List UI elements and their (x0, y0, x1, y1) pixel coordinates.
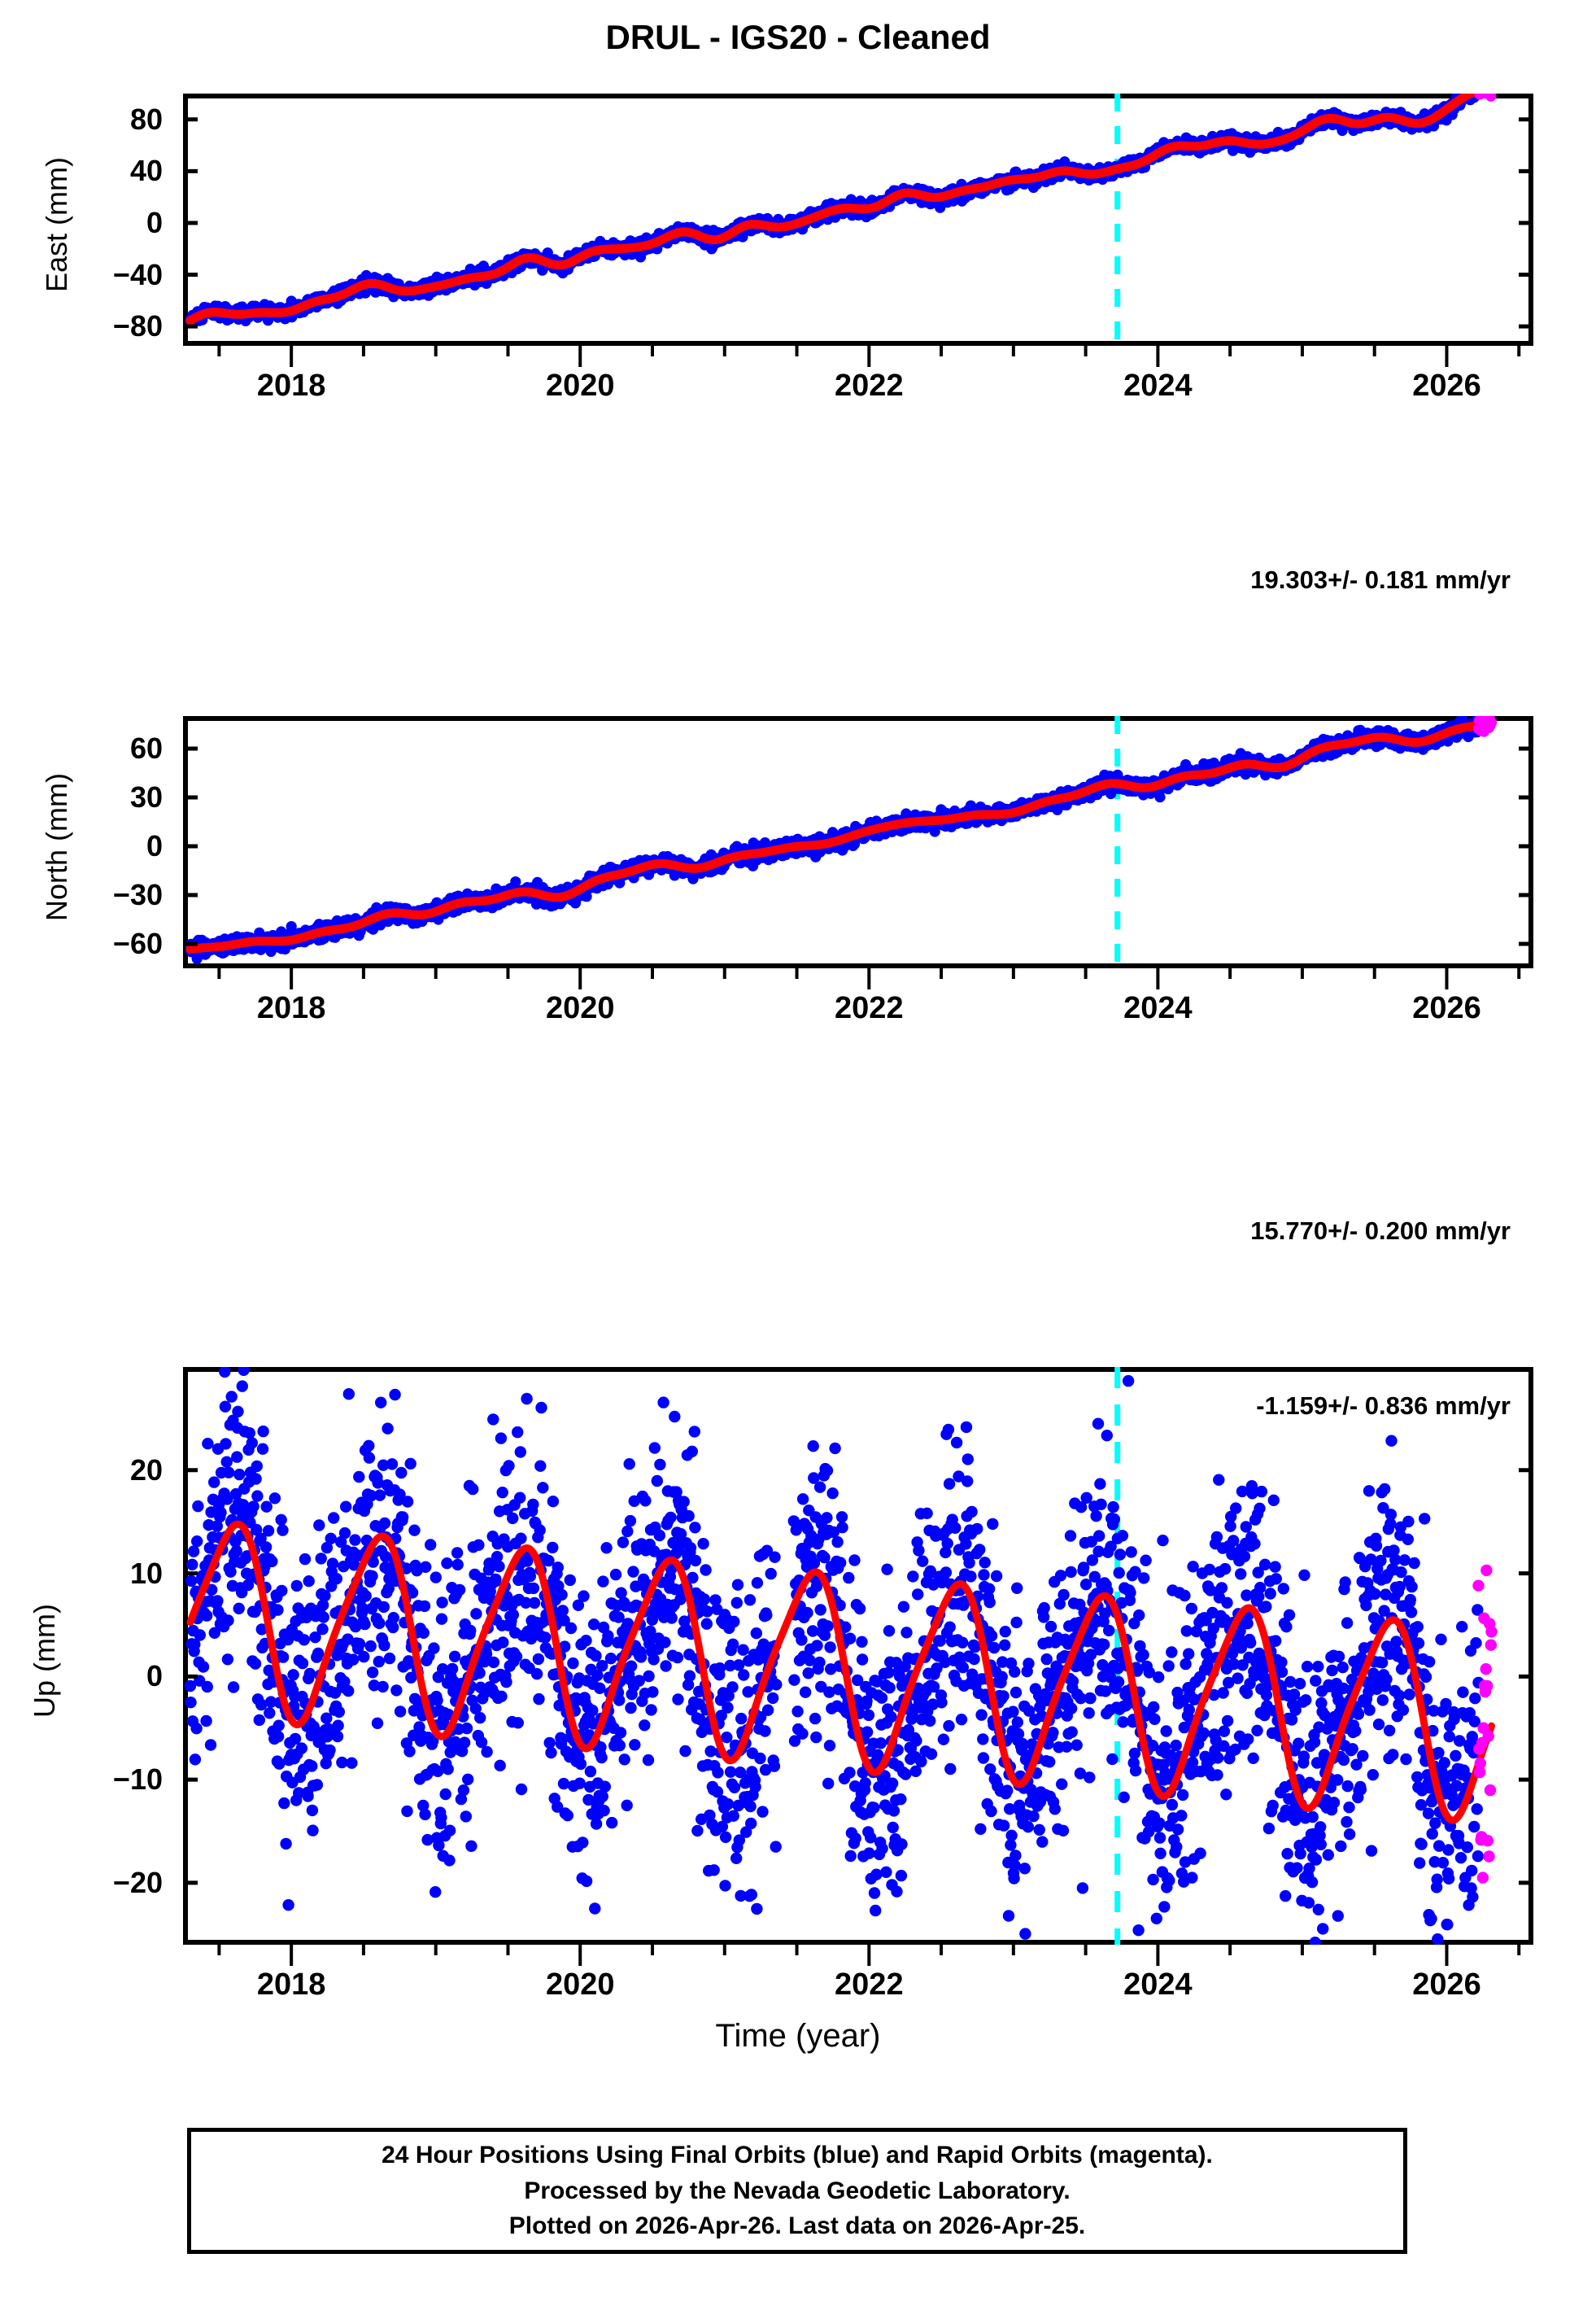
xtick-label: 2020 (546, 991, 615, 1026)
xtick-label: 2026 (1412, 1968, 1481, 2002)
xaxis-tick-marks (0, 346, 1596, 373)
ytick-label: 20 (0, 1453, 163, 1487)
panel-east-rate-annotation: 19.303+/- 0.181 mm/yr (1250, 566, 1511, 595)
xtick-label: 2018 (257, 1968, 326, 2002)
ytick-label: −30 (0, 878, 163, 912)
panel-north (183, 716, 1533, 968)
ytick-label: 0 (0, 1659, 163, 1693)
ytick-label: 10 (0, 1557, 163, 1591)
ytick-label: 40 (0, 154, 163, 188)
ytick-label: 0 (0, 206, 163, 240)
xtick-label: 2024 (1123, 369, 1193, 404)
caption-line-3: Plotted on 2026-Apr-26. Last data on 202… (509, 2208, 1086, 2244)
model-fit-line (190, 723, 1492, 949)
ytick-label: 0 (0, 829, 163, 863)
figure-title: DRUL - IGS20 - Cleaned (0, 18, 1596, 57)
caption-line-1: 24 Hour Positions Using Final Orbits (bl… (382, 2138, 1213, 2173)
caption-box: 24 Hour Positions Using Final Orbits (bl… (187, 2128, 1407, 2254)
ytick-label: 30 (0, 780, 163, 815)
ytick-label: −10 (0, 1762, 163, 1797)
panel-up-plot-area (183, 1367, 1533, 1945)
ytick-label: 60 (0, 732, 163, 766)
ytick-label: −20 (0, 1866, 163, 1900)
panel-up-rate-annotation: -1.159+/- 0.836 mm/yr (1256, 1391, 1511, 1421)
xtick-label: 2018 (257, 369, 326, 404)
xtick-label: 2026 (1412, 369, 1481, 404)
ytick-label: −80 (0, 309, 163, 343)
xaxis-tick-marks (0, 1945, 1596, 1972)
panel-east-plot-area (183, 94, 1533, 346)
panel-north-rate-annotation: 15.770+/- 0.200 mm/yr (1250, 1216, 1511, 1246)
ytick-label: −40 (0, 258, 163, 292)
xtick-label: 2022 (835, 369, 904, 404)
data-points-rapid-orbits (1473, 716, 1497, 737)
xtick-label: 2020 (546, 1968, 615, 2002)
panel-up (183, 1367, 1533, 1945)
xtick-label: 2018 (257, 991, 326, 1026)
xtick-label: 2022 (835, 991, 904, 1026)
panel-north-plot-area (183, 716, 1533, 968)
ytick-label: −60 (0, 927, 163, 961)
caption-line-2: Processed by the Nevada Geodetic Laborat… (524, 2173, 1070, 2209)
ytick-label: 80 (0, 103, 163, 137)
xaxis-title: Time (year) (0, 2018, 1596, 2055)
xtick-label: 2026 (1412, 991, 1481, 1026)
xaxis-tick-marks (0, 968, 1596, 996)
xtick-label: 2020 (546, 369, 615, 404)
data-points-final-orbits (185, 1367, 1485, 1945)
xtick-label: 2024 (1123, 991, 1193, 1026)
panel-east (183, 94, 1533, 346)
xtick-label: 2022 (835, 1968, 904, 2002)
xtick-label: 2024 (1123, 1968, 1193, 2002)
